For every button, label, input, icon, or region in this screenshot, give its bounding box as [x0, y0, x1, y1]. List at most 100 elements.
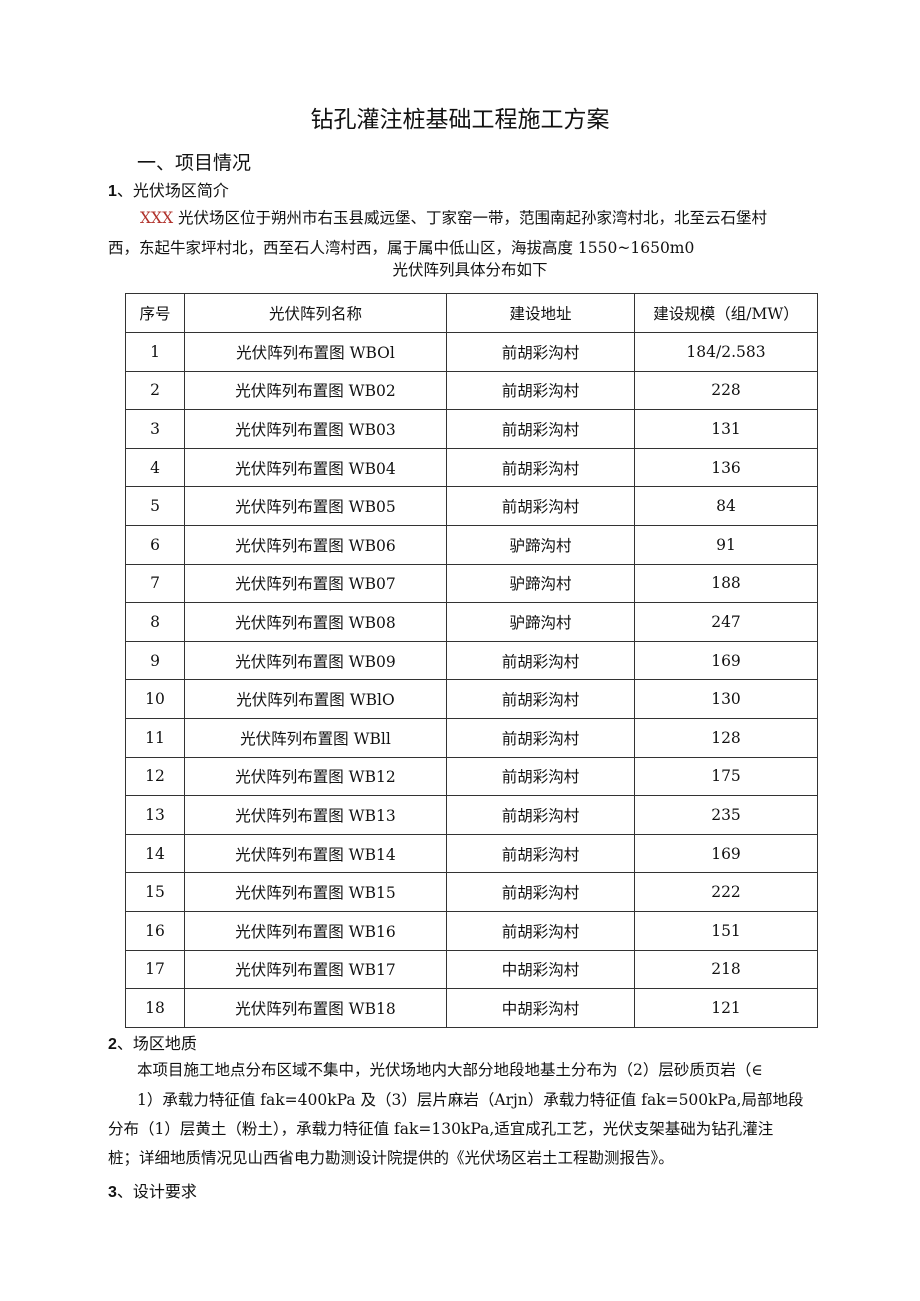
location: 前胡彩沟村 [446, 332, 635, 372]
table-row: 1 光伏阵列布置图 WBOl 前胡彩沟村 184/2.583 [125, 332, 818, 372]
table-row: 13 光伏阵列布置图 WB13 前胡彩沟村 235 [125, 795, 818, 835]
array-name: 光伏阵列布置图 WB05 [184, 486, 447, 526]
table-header-row: 序号 光伏阵列名称 建设地址 建设规模（组/MW） [125, 293, 818, 333]
table-row: 12 光伏阵列布置图 WB12 前胡彩沟村 175 [125, 756, 818, 797]
location: 前胡彩沟村 [446, 447, 635, 488]
subsection-heading-1: 1、光伏场区简介 [108, 177, 229, 201]
scale: 131 [634, 409, 818, 449]
header-name: 光伏阵列名称 [184, 293, 447, 333]
row-index: 1 [125, 332, 185, 372]
array-name: 光伏阵列布置图 WB02 [184, 370, 447, 411]
intro-line-2: 西，东起牛家坪村北，西至石人湾村西，属于属中低山区，海拔高度 1550~1650… [108, 239, 695, 257]
row-index: 16 [125, 910, 185, 951]
subsection-heading-3: 3、设计要求 [108, 1178, 197, 1202]
row-index: 8 [125, 602, 185, 642]
scale: 121 [634, 988, 818, 1028]
table-row: 5 光伏阵列布置图 WB05 前胡彩沟村 84 [125, 486, 818, 526]
location: 前胡彩沟村 [446, 872, 635, 912]
row-index: 14 [125, 833, 185, 874]
heading-label: 、光伏场区简介 [116, 181, 229, 200]
table-row: 16 光伏阵列布置图 WB16 前胡彩沟村 151 [125, 910, 818, 951]
intro-text: 光伏场区位于朔州市右玉县威远堡、丁家窑一带，范围南起孙家湾村北，北至云石堡村 [178, 209, 768, 227]
scale: 222 [634, 872, 818, 912]
array-name: 光伏阵列布置图 WBll [184, 717, 447, 758]
location: 前胡彩沟村 [446, 679, 635, 719]
array-name: 光伏阵列布置图 WB08 [184, 602, 447, 642]
row-index: 6 [125, 524, 185, 565]
geology-line-3: 分布（1）层黄土（粉土），承载力特征值 fak=130kPa,适宜成孔工艺，光伏… [108, 1120, 774, 1138]
table-row: 7 光伏阵列布置图 WB07 驴蹄沟村 188 [125, 563, 818, 604]
scale: 84 [634, 486, 818, 526]
location: 前胡彩沟村 [446, 370, 635, 411]
header-scale: 建设规模（组/MW） [634, 293, 818, 333]
location: 中胡彩沟村 [446, 949, 635, 990]
scale: 175 [634, 756, 818, 797]
row-index: 3 [125, 409, 185, 449]
location: 前胡彩沟村 [446, 409, 635, 449]
table-row: 4 光伏阵列布置图 WB04 前胡彩沟村 136 [125, 447, 818, 488]
scale: 169 [634, 833, 818, 874]
scale: 151 [634, 910, 818, 951]
heading-label: 、设计要求 [116, 1182, 197, 1201]
heading-label: 、场区地质 [116, 1034, 197, 1053]
array-name: 光伏阵列布置图 WB09 [184, 640, 447, 681]
location: 前胡彩沟村 [446, 756, 635, 797]
row-index: 15 [125, 872, 185, 912]
scale: 228 [634, 370, 818, 411]
row-index: 11 [125, 717, 185, 758]
row-index: 2 [125, 370, 185, 411]
row-index: 13 [125, 795, 185, 835]
table-row: 10 光伏阵列布置图 WBlO 前胡彩沟村 130 [125, 679, 818, 719]
intro-line-1: XXX 光伏场区位于朔州市右玉县威远堡、丁家窑一带，范围南起孙家湾村北，北至云石… [140, 206, 767, 228]
row-index: 17 [125, 949, 185, 990]
array-name: 光伏阵列布置图 WB12 [184, 756, 447, 797]
location: 前胡彩沟村 [446, 833, 635, 874]
highlight-text: XXX [140, 209, 174, 227]
array-name: 光伏阵列布置图 WB04 [184, 447, 447, 488]
row-index: 10 [125, 679, 185, 719]
row-index: 12 [125, 756, 185, 797]
location: 前胡彩沟村 [446, 795, 635, 835]
array-name: 光伏阵列布置图 WB16 [184, 910, 447, 951]
row-index: 4 [125, 447, 185, 488]
location: 驴蹄沟村 [446, 524, 635, 565]
array-name: 光伏阵列布置图 WB13 [184, 795, 447, 835]
location: 驴蹄沟村 [446, 563, 635, 604]
scale: 188 [634, 563, 818, 604]
scale: 136 [634, 447, 818, 488]
location: 前胡彩沟村 [446, 640, 635, 681]
location: 前胡彩沟村 [446, 910, 635, 951]
row-index: 18 [125, 988, 185, 1028]
table-row: 11 光伏阵列布置图 WBll 前胡彩沟村 128 [125, 717, 818, 758]
array-name: 光伏阵列布置图 WB18 [184, 988, 447, 1028]
row-index: 5 [125, 486, 185, 526]
table-row: 17 光伏阵列布置图 WB17 中胡彩沟村 218 [125, 949, 818, 990]
table-row: 9 光伏阵列布置图 WB09 前胡彩沟村 169 [125, 640, 818, 681]
table-row: 14 光伏阵列布置图 WB14 前胡彩沟村 169 [125, 833, 818, 874]
scale: 130 [634, 679, 818, 719]
table-row: 2 光伏阵列布置图 WB02 前胡彩沟村 228 [125, 370, 818, 411]
scale: 184/2.583 [634, 332, 818, 372]
table-row: 6 光伏阵列布置图 WB06 驴蹄沟村 91 [125, 524, 818, 565]
location: 驴蹄沟村 [446, 602, 635, 642]
geology-line-2: 1）承载力特征值 fak=400kPa 及（3）层片麻岩（Arjn）承载力特征值… [137, 1091, 804, 1109]
location: 前胡彩沟村 [446, 717, 635, 758]
table-row: 8 光伏阵列布置图 WB08 驴蹄沟村 247 [125, 602, 818, 642]
header-location: 建设地址 [446, 293, 635, 333]
table-caption: 光伏阵列具体分布如下 [392, 261, 548, 279]
section-heading: 一、项目情况 [137, 152, 252, 174]
row-index: 7 [125, 563, 185, 604]
scale: 128 [634, 717, 818, 758]
scale: 169 [634, 640, 818, 681]
table-row: 3 光伏阵列布置图 WB03 前胡彩沟村 131 [125, 409, 818, 449]
heading-number: 2 [108, 1036, 117, 1053]
scale: 235 [634, 795, 818, 835]
document-title: 钻孔灌注桩基础工程施工方案 [310, 107, 610, 133]
header-index: 序号 [125, 293, 185, 333]
scale: 91 [634, 524, 818, 565]
geology-line-1: 本项目施工地点分布区域不集中，光伏场地内大部分地段地基土分布为（2）层砂质页岩（… [137, 1061, 763, 1079]
row-index: 9 [125, 640, 185, 681]
array-name: 光伏阵列布置图 WBlO [184, 679, 447, 719]
table-row: 18 光伏阵列布置图 WB18 中胡彩沟村 121 [125, 988, 818, 1028]
